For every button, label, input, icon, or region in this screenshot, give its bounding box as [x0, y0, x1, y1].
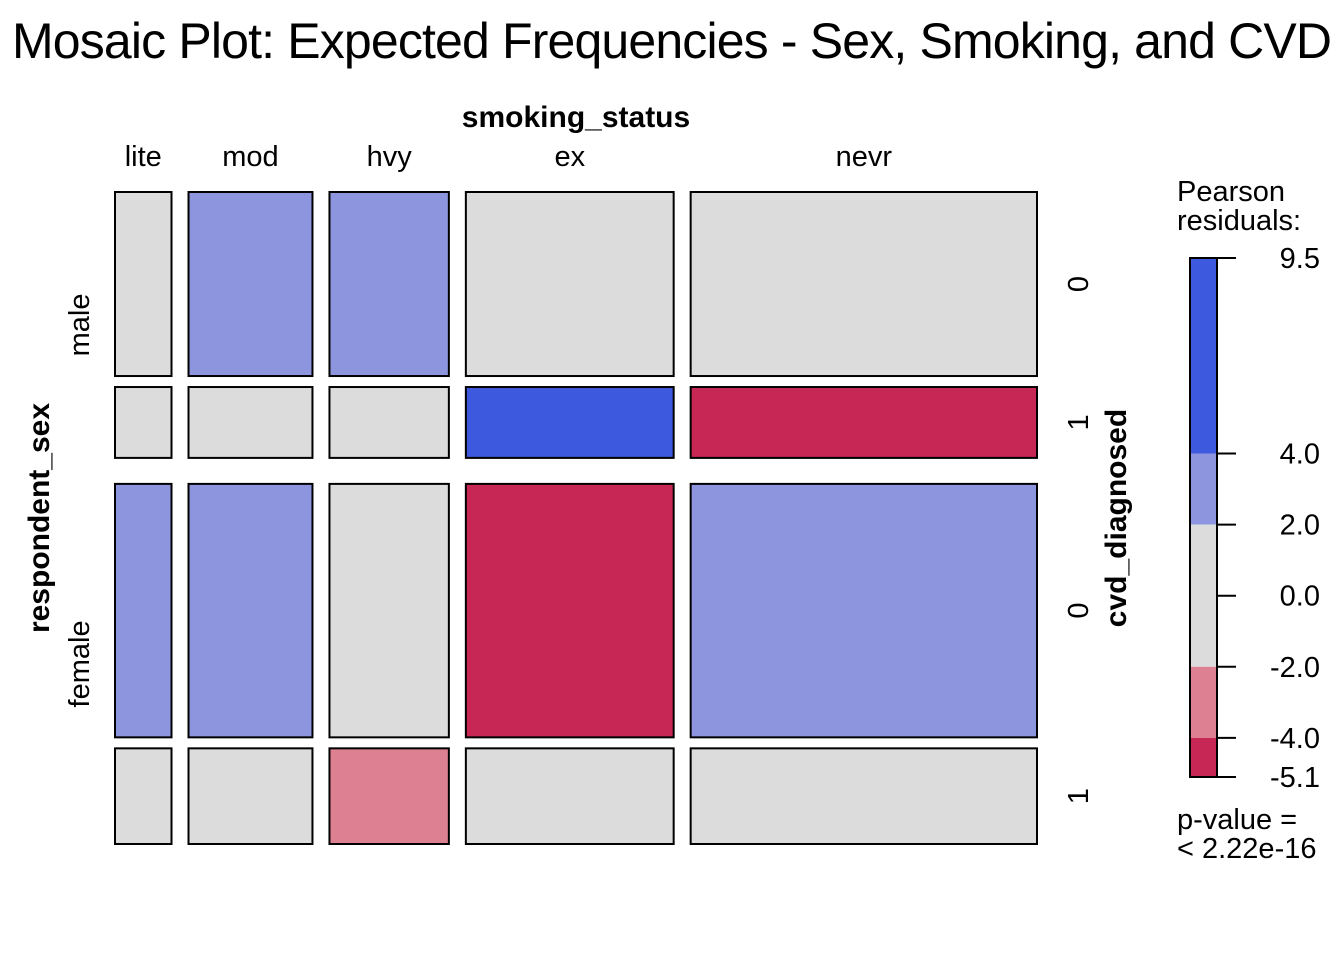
- mosaic-cells: [114, 191, 1039, 846]
- mosaic-cell-female-mod-cvd0: [187, 482, 314, 739]
- right-tick-female-cvd0: 0: [1063, 603, 1095, 619]
- legend-tick-label-6: -5.1: [1270, 762, 1320, 794]
- legend-band-3: [1190, 666, 1217, 738]
- mosaic-cell-female-mod-cvd1: [187, 747, 314, 846]
- legend-bar-border: [1189, 257, 1218, 778]
- mosaic-cell-female-lite-cvd0: [114, 482, 173, 739]
- mosaic-cell-female-nevr-cvd1: [689, 747, 1039, 846]
- mosaic-cell-female-hvy-cvd0: [328, 482, 450, 739]
- mosaic-cell-male-mod-cvd1: [187, 386, 314, 459]
- left-tick-male: male: [64, 294, 96, 357]
- right-tick-female-cvd1: 1: [1063, 788, 1095, 804]
- mosaic-cell-male-hvy-cvd1: [328, 386, 450, 459]
- mosaic-cell-male-ex-cvd1: [464, 386, 675, 459]
- mosaic-cell-male-lite-cvd0: [114, 191, 173, 378]
- legend-title-line1: Pearson: [1177, 176, 1285, 208]
- legend-tick-label-4: -2.0: [1270, 652, 1320, 684]
- mosaic-cell-male-nevr-cvd0: [689, 191, 1039, 378]
- legend: Pearson residuals: 9.5 4.0 2.0 0.0 -2.0 -4.0 -…: [1177, 176, 1320, 865]
- legend-tick-label-2: 2.0: [1280, 510, 1320, 542]
- mosaic-cell-female-nevr-cvd0: [689, 482, 1039, 739]
- top-tick-mod: mod: [222, 141, 278, 173]
- legend-ticks: 9.5 4.0 2.0 0.0 -2.0 -4.0 -5.1: [1217, 243, 1320, 794]
- top-tick-ex: ex: [554, 141, 585, 173]
- legend-tick-label-5: -4.0: [1270, 723, 1320, 755]
- right-tick-male-cvd0: 0: [1063, 276, 1095, 292]
- top-tick-nevr: nevr: [836, 141, 893, 173]
- legend-tick-label-3: 0.0: [1280, 581, 1320, 613]
- legend-title-line2: residuals:: [1177, 205, 1301, 237]
- legend-tick-label-1: 4.0: [1280, 439, 1320, 471]
- right-tick-male-cvd1: 1: [1063, 414, 1095, 430]
- legend-pvalue-line2: < 2.22e-16: [1177, 833, 1316, 865]
- mosaic-cell-female-ex-cvd0: [464, 482, 675, 739]
- legend-pvalue-line1: p-value =: [1177, 804, 1297, 836]
- mosaic-cell-female-lite-cvd1: [114, 747, 173, 846]
- legend-band-2: [1190, 524, 1217, 667]
- top-tick-lite: lite: [125, 141, 162, 173]
- left-tick-female: female: [64, 620, 96, 707]
- legend-tick-label-0: 9.5: [1280, 243, 1320, 275]
- mosaic-cell-female-hvy-cvd1: [328, 747, 450, 846]
- right-axis-label: cvd_diagnosed: [1100, 409, 1133, 627]
- legend-band-1: [1190, 453, 1217, 525]
- legend-band-0: [1190, 258, 1217, 454]
- mosaic-cell-male-lite-cvd1: [114, 386, 173, 459]
- mosaic-cell-male-mod-cvd0: [187, 191, 314, 378]
- mosaic-cell-female-ex-cvd1: [464, 747, 675, 846]
- mosaic-cell-male-ex-cvd0: [464, 191, 675, 378]
- left-axis-label: respondent_sex: [23, 403, 56, 633]
- chart-title: Mosaic Plot: Expected Frequencies - Sex,…: [12, 13, 1332, 69]
- mosaic-cell-male-hvy-cvd0: [328, 191, 450, 378]
- legend-color-bar: [1189, 257, 1218, 778]
- left-tick-labels: male female: [64, 294, 96, 708]
- top-axis-label: smoking_status: [462, 101, 690, 134]
- mosaic-cell-male-nevr-cvd1: [689, 386, 1039, 459]
- right-tick-labels: 0 1 0 1: [1063, 276, 1095, 804]
- legend-band-4: [1190, 737, 1217, 777]
- top-tick-labels: lite mod hvy ex nevr: [125, 141, 893, 173]
- top-tick-hvy: hvy: [367, 141, 413, 173]
